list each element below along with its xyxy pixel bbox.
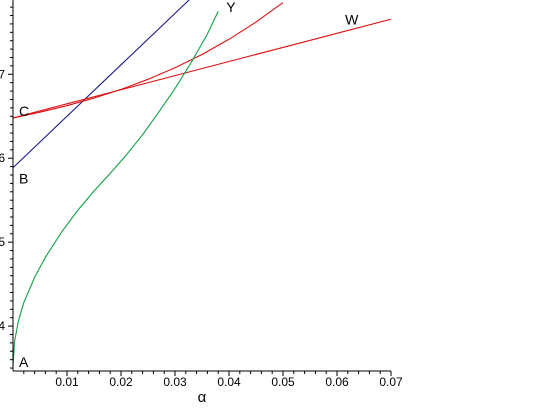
x-axis-label: α bbox=[198, 389, 207, 406]
series-curve-2 bbox=[13, 18, 392, 119]
annotation-a: A bbox=[19, 354, 29, 370]
annotation-y: Y bbox=[226, 0, 236, 15]
y-tick-label: 6 bbox=[0, 151, 5, 165]
y-tick-label: 5 bbox=[0, 235, 5, 249]
x-tick-label: 0.05 bbox=[271, 375, 295, 389]
series-curve-3 bbox=[13, 2, 284, 119]
series-curve-4 bbox=[13, 11, 219, 366]
annotation-b: B bbox=[19, 171, 28, 187]
x-tick-label: 0.01 bbox=[55, 375, 79, 389]
annotation-w: W bbox=[345, 11, 359, 27]
curves-layer bbox=[13, 0, 392, 366]
x-tick-label: 0.02 bbox=[109, 375, 133, 389]
x-tick-label: 0.03 bbox=[163, 375, 187, 389]
x-tick-label: 0.04 bbox=[217, 375, 241, 389]
annotation-c: C bbox=[19, 103, 29, 119]
y-tick-label: 4 bbox=[0, 319, 5, 333]
axes-layer bbox=[12, 0, 391, 372]
ticks-layer: 0.01 0.02 0.03 0.04 0.05 0.06 0.07 4 5 6 7 bbox=[0, 6, 403, 389]
x-tick-label: 0.07 bbox=[379, 375, 403, 389]
x-tick-label: 0.06 bbox=[325, 375, 349, 389]
series-curve-1 bbox=[13, 0, 190, 169]
labels-layer: A B C Y W bbox=[19, 0, 359, 370]
y-tick-label: 7 bbox=[0, 67, 5, 81]
